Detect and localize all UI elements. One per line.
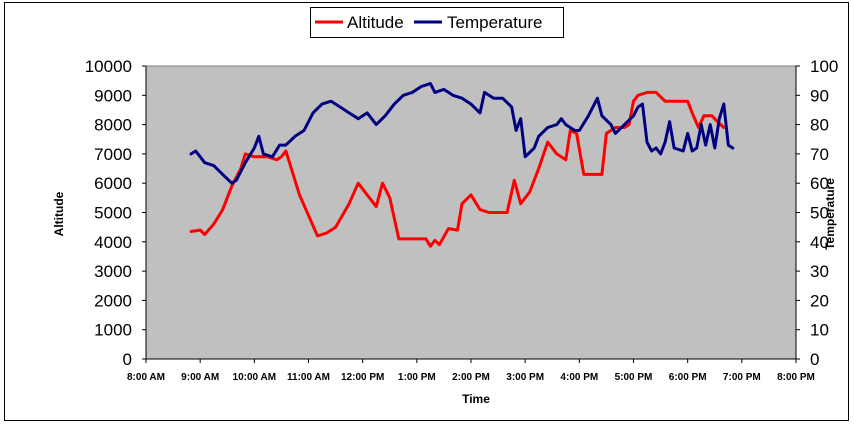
x-tick-label: 8:00 AM [127, 372, 165, 383]
y2-tick-label: 70 [810, 145, 829, 164]
x-tick-label: 11:00 AM [287, 372, 330, 383]
y2-tick-label: 50 [810, 204, 829, 223]
y2-tick-label: 80 [810, 116, 829, 135]
x-tick-label: 9:00 AM [181, 372, 219, 383]
y-tick-label: 9000 [94, 86, 132, 105]
y2-tick-label: 30 [810, 262, 829, 281]
y2-tick-label: 90 [810, 86, 829, 105]
x-axis-title: Time [462, 392, 490, 406]
legend-label-temperature: Temperature [447, 13, 542, 32]
x-tick-label: 12:00 PM [341, 372, 384, 383]
series-line-temperature [189, 82, 735, 185]
y-tick-label: 0 [123, 350, 132, 369]
x-axis-ticks: 8:00 AM 9:00 AM 10:00 AM 11:00 AM 12:00 PM 1:… [127, 358, 815, 383]
x-tick-label: 8:00 PM [777, 372, 815, 383]
y-tick-label: 7000 [94, 145, 132, 164]
y2-tick-label: 10 [810, 321, 829, 340]
x-tick-label: 4:00 PM [560, 372, 598, 383]
y2-tick-label: 60 [810, 174, 829, 193]
y-tick-label: 8000 [94, 116, 132, 135]
x-tick-label: 2:00 PM [452, 372, 490, 383]
x-tick-label: 6:00 PM [669, 372, 707, 383]
y2-axis-title: Temperature [823, 178, 837, 250]
y-axis-title: Altitude [52, 191, 66, 236]
y-tick-label: 3000 [94, 262, 132, 281]
y2-tick-label: 20 [810, 291, 829, 310]
legend-label-altitude: Altitude [347, 13, 404, 32]
series-line-altitude [189, 90, 726, 248]
y-tick-label: 4000 [94, 233, 132, 252]
x-tick-label: 5:00 PM [615, 372, 653, 383]
y-tick-label: 5000 [94, 204, 132, 223]
y-tick-label: 1000 [94, 321, 132, 340]
y2-tick-label: 100 [810, 57, 838, 76]
y-tick-label: 2000 [94, 291, 132, 310]
x-tick-label: 10:00 AM [233, 372, 277, 383]
legend: Altitude Temperature [310, 7, 564, 38]
y2-axis-ticks: 0 10 20 30 40 50 60 70 80 90 100 [795, 57, 838, 369]
y2-tick-label: 40 [810, 233, 829, 252]
x-tick-label: 3:00 PM [506, 372, 544, 383]
plot-area [145, 65, 797, 360]
x-tick-label: 1:00 PM [398, 372, 436, 383]
y-axis-ticks: 0 1000 2000 3000 4000 5000 6000 7000 8000 9000 100… [85, 57, 147, 369]
y-tick-label: 6000 [94, 174, 132, 193]
x-tick-label: 7:00 PM [723, 372, 761, 383]
series-layer [189, 82, 735, 248]
y2-tick-label: 0 [810, 350, 819, 369]
y-tick-label: 10000 [85, 57, 132, 76]
